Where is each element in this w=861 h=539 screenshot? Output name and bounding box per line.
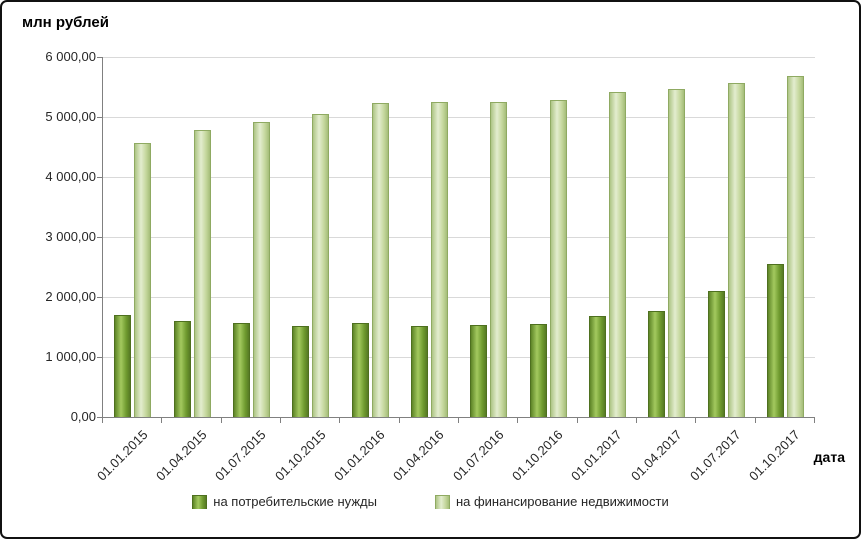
bar-realestate-01.10.2015 (312, 114, 330, 417)
legend-label: на потребительские нужды (213, 494, 377, 509)
x-tick-mark (280, 418, 281, 423)
gridline (103, 237, 815, 238)
legend-swatch (192, 494, 208, 509)
x-tick-mark (458, 418, 459, 423)
gridline (103, 57, 815, 58)
gridline (103, 177, 815, 178)
y-tick-label: 3 000,00 (45, 229, 96, 244)
bar-consumer-01.07.2015 (232, 323, 250, 417)
bar-consumer-01.04.2015 (173, 321, 191, 417)
x-tick-mark (695, 418, 697, 423)
x-tick-mark (398, 418, 400, 423)
bar-consumer-01.10.2016 (529, 324, 547, 417)
x-tick-mark (220, 418, 222, 423)
x-tick-mark (754, 418, 756, 423)
x-tick-mark (814, 418, 815, 423)
legend-item: на финансирование недвижимости (434, 494, 669, 509)
bar-consumer-01.07.2017 (707, 291, 725, 417)
bar-consumer-01.10.2017 (766, 264, 784, 417)
bar-realestate-01.04.2016 (430, 102, 448, 417)
y-tick-label: 4 000,00 (45, 169, 96, 184)
y-tick-mark (97, 357, 102, 358)
bar-realestate-01.07.2017 (727, 82, 745, 417)
x-tick-mark (339, 418, 341, 423)
bar-realestate-01.04.2017 (668, 88, 686, 417)
y-tick-mark (97, 177, 102, 178)
y-tick-label: 1 000,00 (45, 349, 96, 364)
bar-realestate-01.01.2015 (134, 142, 152, 417)
gridline (103, 297, 815, 298)
y-tick-mark (97, 237, 102, 238)
bar-realestate-01.10.2016 (549, 99, 567, 417)
legend-swatch (434, 494, 450, 509)
bar-consumer-01.01.2017 (588, 316, 606, 417)
bar-consumer-01.10.2015 (292, 325, 310, 417)
y-tick-mark (97, 57, 102, 58)
y-tick-label: 6 000,00 (45, 49, 96, 64)
legend: на потребительские нужды на финансировани… (2, 494, 859, 509)
legend-label: на финансирование недвижимости (455, 494, 669, 509)
y-tick-mark (97, 297, 102, 298)
bar-realestate-01.07.2016 (490, 102, 508, 417)
x-tick-mark (161, 418, 163, 423)
bar-realestate-01.04.2015 (193, 130, 211, 417)
y-tick-label: 5 000,00 (45, 109, 96, 124)
bar-realestate-01.01.2017 (608, 91, 626, 417)
bar-consumer-01.01.2015 (114, 315, 132, 417)
y-axis-title: млн рублей (22, 14, 109, 31)
y-tick-mark (97, 417, 102, 418)
x-axis-title: дата (813, 449, 845, 465)
bar-realestate-01.10.2017 (786, 75, 804, 417)
x-tick-mark (102, 418, 103, 423)
gridline (103, 117, 815, 118)
bar-realestate-01.07.2015 (252, 121, 270, 417)
bar-consumer-01.07.2016 (470, 324, 488, 417)
bar-realestate-01.01.2016 (371, 103, 389, 417)
x-tick-mark (636, 418, 637, 423)
plot-area (102, 57, 815, 418)
x-tick-mark (517, 418, 519, 423)
gridline (103, 357, 815, 358)
bar-consumer-01.04.2016 (410, 325, 428, 417)
y-tick-label: 2 000,00 (45, 289, 96, 304)
bar-consumer-01.04.2017 (648, 310, 666, 417)
x-tick-mark (576, 418, 578, 423)
bar-consumer-01.01.2016 (351, 322, 369, 417)
y-tick-mark (97, 117, 102, 118)
legend-item: на потребительские нужды (192, 494, 377, 509)
y-tick-label: 0,00 (70, 409, 96, 424)
